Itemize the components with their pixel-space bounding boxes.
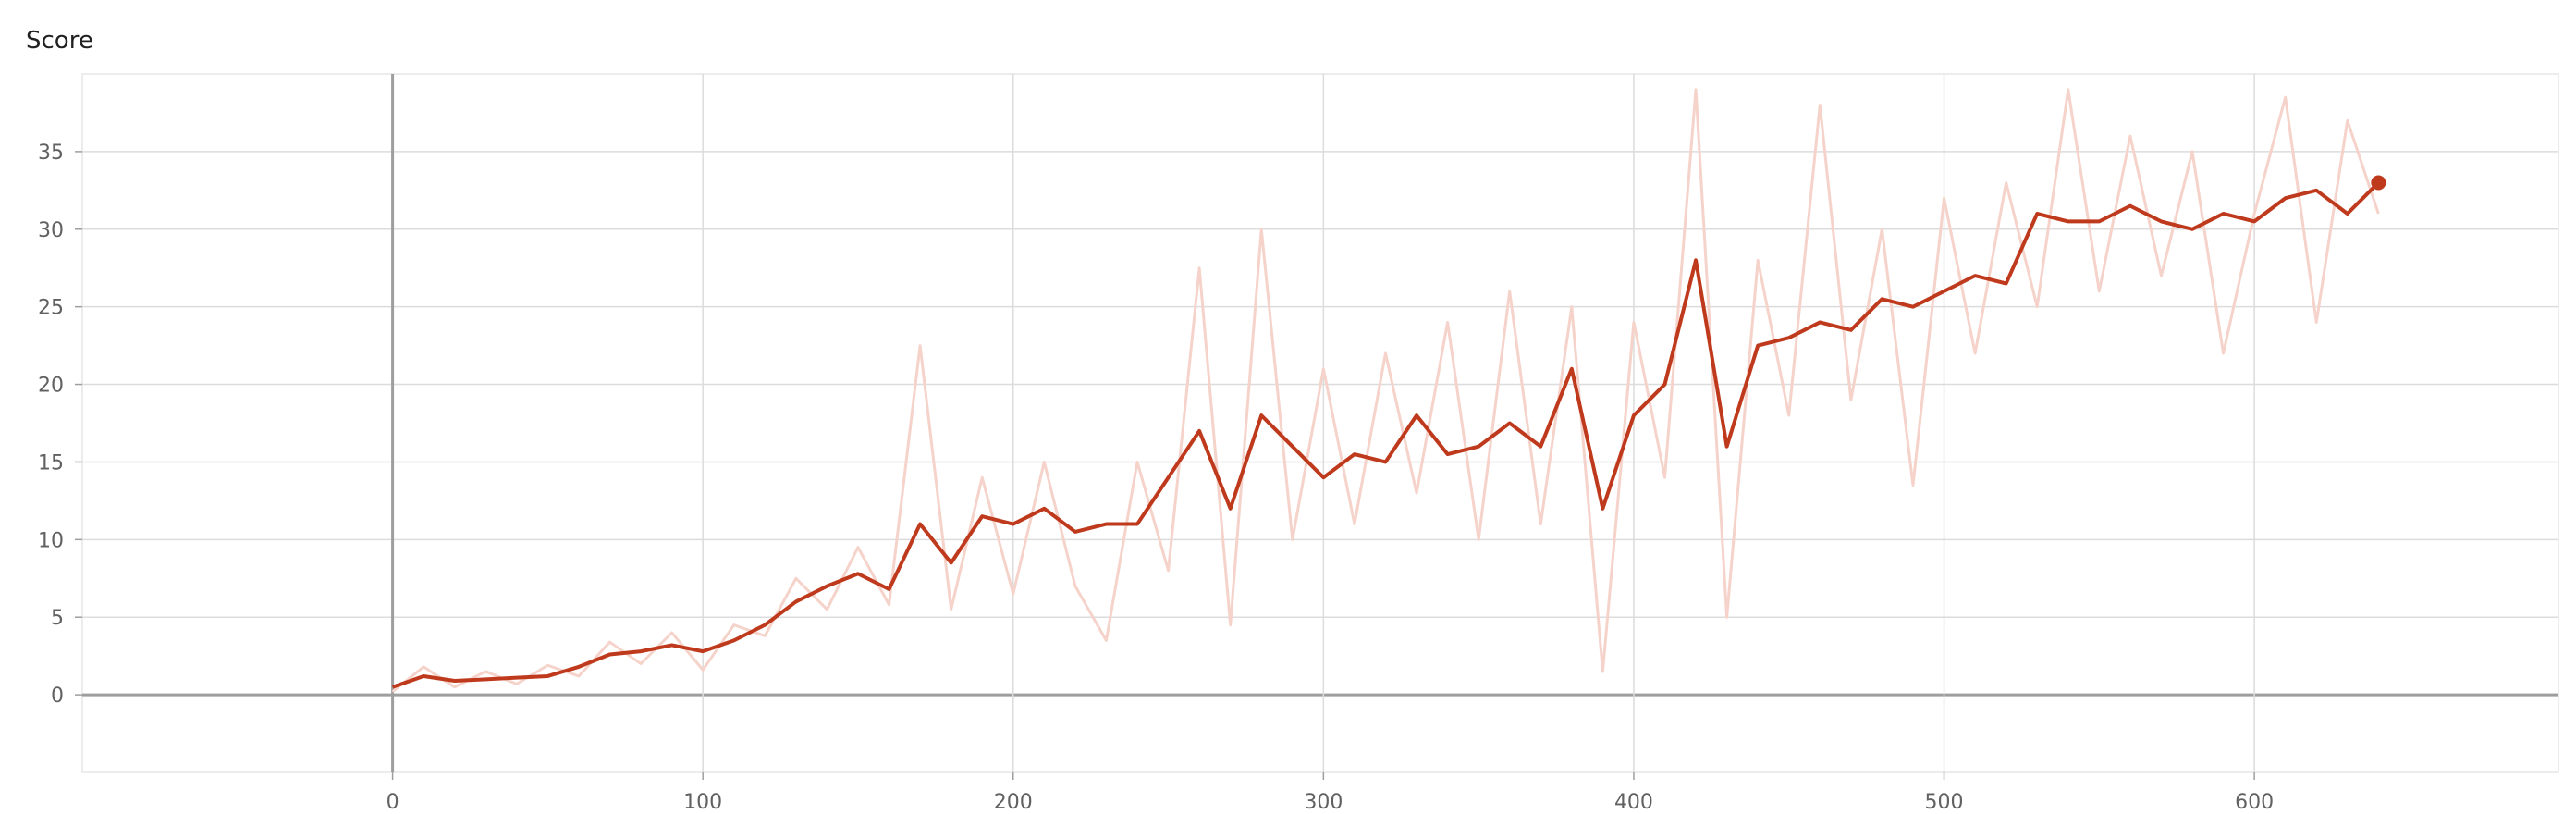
x-tick-label: 100 — [683, 791, 722, 814]
x-tick-label: 400 — [1614, 791, 1653, 814]
y-tick-label: 15 — [38, 451, 64, 475]
x-tick-label: 600 — [2235, 791, 2274, 814]
chart-title: Score — [26, 27, 93, 55]
end-point — [2371, 175, 2386, 191]
y-tick-label: 35 — [38, 142, 64, 165]
x-tick-label: 300 — [1304, 791, 1343, 814]
x-tick-label: 0 — [386, 791, 399, 814]
series-line — [391, 88, 2380, 693]
x-tick-label: 500 — [1925, 791, 1964, 814]
series-line — [391, 181, 2380, 689]
y-tick-label: 5 — [51, 607, 64, 630]
y-tick-label: 25 — [38, 297, 64, 320]
x-tick-label: 200 — [994, 791, 1033, 814]
y-tick-label: 10 — [38, 529, 64, 552]
plot-border — [81, 73, 2559, 773]
y-tick-label: 0 — [51, 684, 64, 708]
y-tick-label: 20 — [38, 375, 64, 398]
y-tick-label: 30 — [38, 219, 64, 242]
